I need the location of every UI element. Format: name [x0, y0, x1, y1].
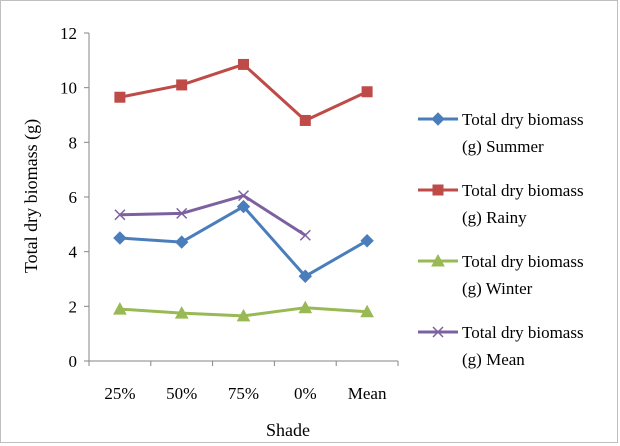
legend-label: (g) Winter	[462, 279, 533, 298]
data-point	[114, 209, 126, 221]
y-tick-labels: 0 2 4 6 8 10 12	[60, 24, 78, 371]
legend-label: Total dry biomass	[462, 252, 584, 271]
data-point	[298, 300, 313, 314]
legend-entry-2: Total dry biomass (g) Winter	[418, 252, 584, 298]
data-point	[113, 302, 127, 315]
axes	[84, 32, 399, 366]
x-tick-labels: 25% 50% 75% 0% Mean	[104, 384, 387, 403]
data-point	[360, 304, 374, 318]
data-point	[298, 269, 313, 283]
legend-swatch-marker	[431, 112, 445, 126]
y-tick-label: 8	[69, 133, 78, 152]
legend-label: (g) Summer	[462, 137, 544, 156]
y-tick-label: 2	[69, 297, 78, 316]
x-tick-label: 75%	[228, 384, 259, 403]
legend-entry-3: Total dry biomass (g) Mean	[418, 323, 584, 369]
series-line	[119, 194, 307, 237]
legend-label: Total dry biomass	[462, 110, 584, 129]
data-point	[238, 58, 249, 70]
series-1	[114, 58, 373, 126]
series-line	[119, 62, 368, 122]
y-axis-title: Total dry biomass (g)	[21, 119, 42, 273]
y-tick-label: 4	[69, 243, 78, 262]
data-point	[299, 114, 311, 126]
legend-swatch-marker	[432, 184, 444, 196]
y-tick-label: 0	[69, 352, 78, 371]
legend-entry-0: Total dry biomass (g) Summer	[418, 110, 584, 156]
data-point	[236, 199, 251, 214]
series-0	[113, 199, 374, 283]
y-tick-label: 6	[69, 188, 78, 207]
y-tick-label: 10	[60, 79, 77, 98]
data-point	[361, 86, 373, 98]
x-tick-label: Mean	[348, 384, 387, 403]
data-point	[360, 234, 374, 248]
data-point	[176, 79, 188, 91]
legend-label: Total dry biomass	[462, 323, 584, 342]
legend-swatch-marker	[431, 253, 445, 267]
series-line	[119, 205, 368, 278]
series-layer	[113, 58, 374, 322]
data-point	[299, 229, 311, 241]
data-point	[237, 190, 250, 202]
x-tick-label: 50%	[166, 384, 197, 403]
legend-entry-1: Total dry biomass (g) Rainy	[418, 181, 584, 227]
data-point	[174, 306, 189, 319]
x-tick-label: 25%	[104, 384, 135, 403]
data-point	[113, 231, 127, 245]
series-2	[113, 300, 374, 322]
y-tick-label: 12	[60, 24, 77, 43]
data-point	[236, 308, 251, 322]
legend-label: Total dry biomass	[462, 181, 584, 200]
legend-label: (g) Mean	[462, 350, 525, 369]
data-point	[114, 91, 126, 103]
series-3	[114, 190, 311, 241]
data-point	[176, 207, 188, 219]
x-axis-title: Shade	[266, 420, 310, 440]
legend-label: (g) Rainy	[462, 208, 527, 227]
data-point	[174, 235, 189, 249]
x-tick-label: 0%	[294, 384, 317, 403]
legend-swatch-marker	[432, 326, 444, 338]
